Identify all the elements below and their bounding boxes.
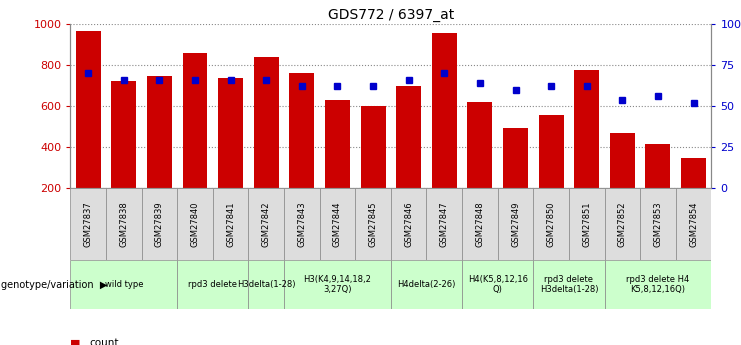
Text: rpd3 delete
H3delta(1-28): rpd3 delete H3delta(1-28) xyxy=(539,275,598,294)
Bar xyxy=(325,100,350,188)
Text: GSM27850: GSM27850 xyxy=(547,201,556,247)
Bar xyxy=(111,81,136,188)
Bar xyxy=(106,188,142,260)
Bar xyxy=(76,31,101,188)
Bar xyxy=(503,128,528,188)
Bar xyxy=(610,132,635,188)
Text: GSM27845: GSM27845 xyxy=(368,201,378,247)
Bar xyxy=(396,86,421,188)
Bar xyxy=(147,76,172,188)
Bar xyxy=(498,188,534,260)
Bar xyxy=(605,260,711,309)
Bar xyxy=(391,188,427,260)
Text: H4delta(2-26): H4delta(2-26) xyxy=(397,280,456,289)
Text: H3delta(1-28): H3delta(1-28) xyxy=(237,280,296,289)
Text: genotype/variation  ▶: genotype/variation ▶ xyxy=(1,280,107,289)
Bar xyxy=(284,260,391,309)
Text: GSM27853: GSM27853 xyxy=(654,201,662,247)
Bar xyxy=(182,53,207,188)
Bar xyxy=(70,188,106,260)
Text: GSM27843: GSM27843 xyxy=(297,201,306,247)
Bar xyxy=(177,260,248,309)
Text: GSM27841: GSM27841 xyxy=(226,201,235,247)
Bar xyxy=(355,188,391,260)
Title: GDS772 / 6397_at: GDS772 / 6397_at xyxy=(328,8,454,22)
Bar xyxy=(676,188,711,260)
Bar xyxy=(427,188,462,260)
Bar xyxy=(218,78,243,188)
Bar xyxy=(248,260,284,309)
Text: GSM27842: GSM27842 xyxy=(262,201,270,247)
Bar xyxy=(640,188,676,260)
Bar xyxy=(574,70,599,188)
Text: H3(K4,9,14,18,2
3,27Q): H3(K4,9,14,18,2 3,27Q) xyxy=(304,275,371,294)
Text: GSM27840: GSM27840 xyxy=(190,201,199,247)
Bar xyxy=(248,188,284,260)
Bar xyxy=(539,115,564,188)
Text: GSM27844: GSM27844 xyxy=(333,201,342,247)
Text: ■: ■ xyxy=(70,338,81,345)
Bar xyxy=(142,188,177,260)
Bar xyxy=(391,260,462,309)
Bar xyxy=(534,188,569,260)
Bar xyxy=(605,188,640,260)
Bar xyxy=(462,188,498,260)
Text: GSM27849: GSM27849 xyxy=(511,201,520,247)
Text: wild type: wild type xyxy=(104,280,143,289)
Text: GSM27848: GSM27848 xyxy=(476,201,485,247)
Text: GSM27839: GSM27839 xyxy=(155,201,164,247)
Text: GSM27851: GSM27851 xyxy=(582,201,591,247)
Text: GSM27838: GSM27838 xyxy=(119,201,128,247)
Bar xyxy=(432,33,456,188)
Bar xyxy=(681,158,706,188)
Bar xyxy=(468,102,492,188)
Bar xyxy=(361,106,385,188)
Text: rpd3 delete: rpd3 delete xyxy=(188,280,237,289)
Text: GSM27846: GSM27846 xyxy=(404,201,413,247)
Text: GSM27847: GSM27847 xyxy=(440,201,449,247)
Bar xyxy=(462,260,534,309)
Text: GSM27852: GSM27852 xyxy=(618,201,627,247)
Bar xyxy=(534,260,605,309)
Bar xyxy=(319,188,355,260)
Bar xyxy=(284,188,319,260)
Text: H4(K5,8,12,16
Q): H4(K5,8,12,16 Q) xyxy=(468,275,528,294)
Text: rpd3 delete H4
K5,8,12,16Q): rpd3 delete H4 K5,8,12,16Q) xyxy=(626,275,690,294)
Text: GSM27854: GSM27854 xyxy=(689,201,698,247)
Bar xyxy=(569,188,605,260)
Bar xyxy=(253,57,279,188)
Bar xyxy=(290,73,314,188)
Bar xyxy=(645,144,671,188)
Bar xyxy=(213,188,248,260)
Bar xyxy=(70,260,177,309)
Bar xyxy=(177,188,213,260)
Text: GSM27837: GSM27837 xyxy=(84,201,93,247)
Text: count: count xyxy=(89,338,119,345)
